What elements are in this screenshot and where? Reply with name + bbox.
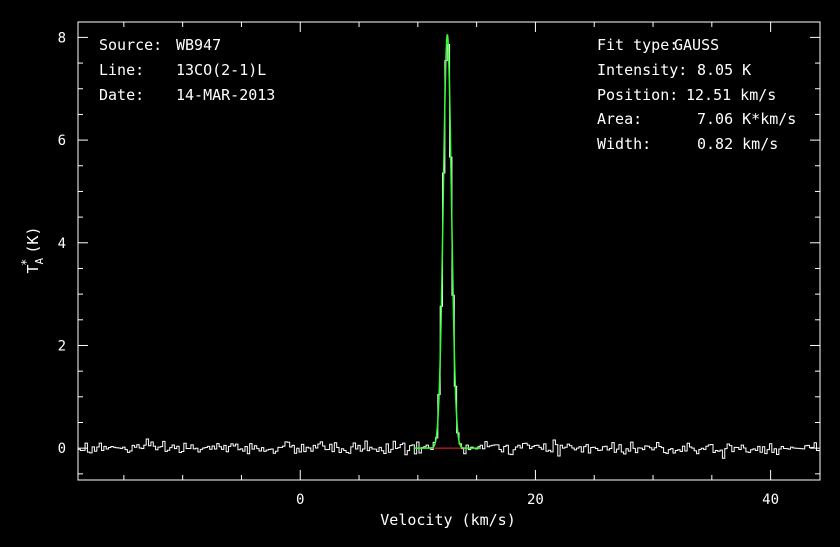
y-tick-label: 2	[58, 338, 66, 354]
line-value: 13CO(2-1)L	[176, 61, 266, 79]
y-label-sup: *	[19, 259, 33, 266]
x-tick-label: 20	[527, 492, 544, 508]
info-panel-right: Fit type: GAUSS Intensity: 8.05 K Positi…	[597, 36, 796, 153]
x-tick-label: 40	[762, 492, 779, 508]
info-panel-left: Source: WB947 Line: 13CO(2-1)L Date: 14-…	[99, 36, 275, 104]
y-tick-label: 8	[58, 30, 66, 46]
width-label: Width:	[597, 135, 651, 153]
y-axis-label: TA* (K)	[19, 227, 46, 274]
x-tick-label: 0	[296, 492, 304, 508]
x-axis-label: Velocity (km/s)	[380, 511, 515, 529]
svg-text:TA*(K): TA* (K)	[19, 227, 46, 274]
gaussian-fit-curve	[413, 34, 482, 449]
date-value: 14-MAR-2013	[176, 86, 275, 104]
line-label: Line:	[99, 61, 144, 79]
intensity-value: 8.05 K	[697, 61, 751, 79]
area-label: Area:	[597, 110, 642, 128]
intensity-label: Intensity:	[597, 61, 687, 79]
y-label-unit: (K)	[24, 227, 42, 254]
y-tick-label: 4	[58, 236, 66, 252]
axis-ticks	[78, 22, 820, 480]
source-value: WB947	[176, 36, 221, 54]
position-value: 12.51 km/s	[686, 86, 776, 104]
area-value: 7.06 K*km/s	[697, 110, 796, 128]
axis-tick-labels: 0 20 40 0 2 4 6 8	[58, 30, 779, 508]
date-label: Date:	[99, 86, 144, 104]
width-value: 0.82 km/s	[697, 135, 778, 153]
fit-type-label: Fit type:	[597, 36, 678, 54]
y-tick-label: 6	[58, 133, 66, 149]
y-label-sub: A	[33, 257, 46, 264]
y-tick-label: 0	[58, 441, 66, 457]
y-label-main: T	[24, 264, 42, 273]
observed-spectrum	[78, 43, 820, 459]
fit-type-value: GAUSS	[674, 36, 719, 54]
plot-frame	[77, 21, 821, 481]
position-label: Position:	[597, 86, 678, 104]
source-label: Source:	[99, 36, 162, 54]
